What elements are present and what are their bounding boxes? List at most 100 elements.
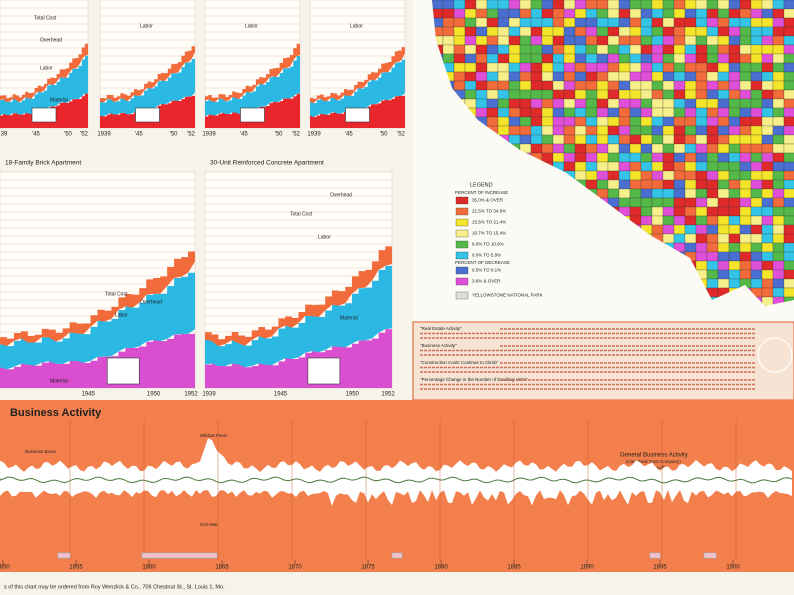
county [662,161,675,172]
county [673,80,686,91]
county [530,53,543,64]
area-label: Labor [350,23,363,29]
county [695,17,708,28]
county [717,80,730,91]
county [772,188,785,199]
county [629,107,642,118]
county [673,98,686,109]
county [629,206,642,217]
legend-label: 15.5% TO 21.4% [472,220,506,225]
county [706,98,719,109]
county [706,62,719,73]
county [673,62,686,73]
county [706,170,719,181]
county [530,17,543,28]
county [519,80,532,91]
county [706,278,719,289]
county [728,233,741,244]
county [739,17,752,28]
county [574,170,587,181]
county [651,206,664,217]
county [761,197,774,208]
area-label: Labor [115,312,128,318]
county [464,0,477,10]
county [563,152,576,163]
county [486,80,499,91]
county [717,179,730,190]
county [684,89,697,100]
county [508,98,521,109]
county [728,161,741,172]
county [640,44,653,55]
county [750,143,763,154]
county [629,80,642,91]
county [695,134,708,145]
county [662,188,675,199]
county [684,35,697,46]
county [486,62,499,73]
county [563,134,576,145]
county [739,215,752,226]
county [761,179,774,190]
paragraph-heading: "Percentage Change in the Number of Dwel… [420,377,528,382]
county [673,197,686,208]
county [640,125,653,136]
county [585,125,598,136]
county [453,17,466,28]
county [497,0,510,10]
county [486,26,499,37]
county [684,224,697,235]
county [772,26,785,37]
county [563,89,576,100]
county [662,179,675,190]
county [497,35,510,46]
cost-area [205,55,300,117]
county [684,107,697,118]
county [761,233,774,244]
county [607,8,620,19]
county [739,89,752,100]
county [475,98,488,109]
county [640,107,653,118]
county [739,44,752,55]
county [772,251,785,262]
county [662,35,675,46]
county [739,71,752,82]
county [530,134,543,145]
county [607,44,620,55]
county [783,62,794,73]
legend-swatch [455,277,469,286]
county [519,125,532,136]
county [585,35,598,46]
county [585,134,598,145]
legend-heading: PERCENT OF DECREASE [455,260,510,265]
county [475,53,488,64]
county [717,17,730,28]
county [750,62,763,73]
county [651,89,664,100]
county [673,215,686,226]
county [717,242,730,253]
county [728,35,741,46]
county [772,62,785,73]
county [464,53,477,64]
cost-area [100,38,195,103]
county [750,179,763,190]
x-tick-label: 39 [1,132,8,138]
county [508,8,521,19]
x-tick-label: 1945 [81,392,95,398]
county [783,197,794,208]
county [750,152,763,163]
county [585,170,598,181]
county [508,134,521,145]
county [552,98,565,109]
county [695,188,708,199]
county [475,107,488,118]
county [706,107,719,118]
county [640,170,653,181]
county [739,152,752,163]
county [618,107,631,118]
county [783,134,794,145]
county [772,125,785,136]
county [574,116,587,127]
